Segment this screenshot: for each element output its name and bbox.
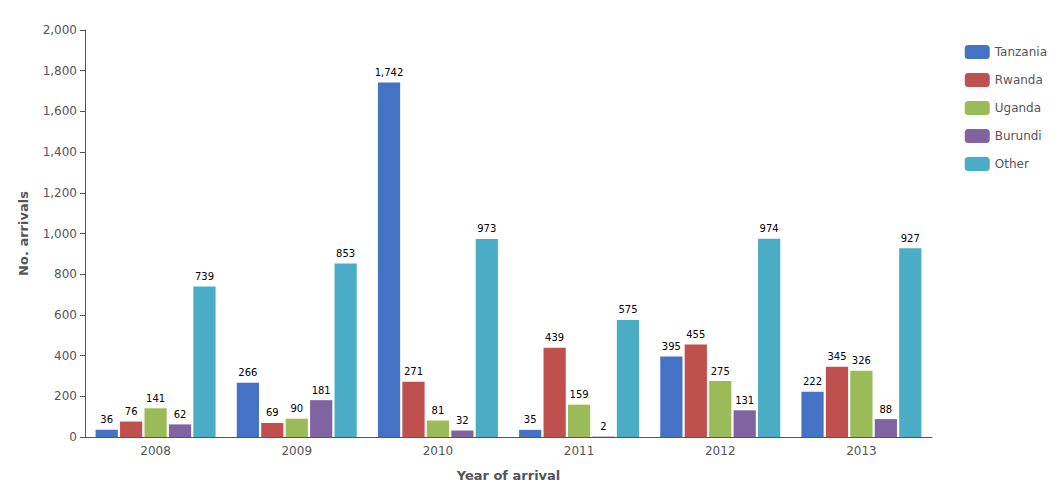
svg-text:1,600: 1,600 [43,104,77,118]
svg-text:266: 266 [238,367,257,378]
svg-text:1,400: 1,400 [43,145,77,159]
svg-text:222: 222 [803,376,822,387]
svg-text:1,200: 1,200 [43,186,77,200]
svg-text:Uganda: Uganda [995,101,1041,115]
svg-text:181: 181 [312,385,331,396]
svg-text:0: 0 [69,430,77,444]
svg-text:81: 81 [432,405,445,416]
svg-text:62: 62 [174,409,187,420]
svg-text:439: 439 [545,332,564,343]
svg-text:Year of arrival: Year of arrival [456,468,561,483]
svg-text:Other: Other [995,157,1029,171]
svg-text:Burundi: Burundi [995,129,1042,143]
svg-text:69: 69 [266,407,279,418]
svg-text:141: 141 [146,393,165,404]
svg-text:853: 853 [336,248,355,259]
svg-text:32: 32 [456,415,469,426]
svg-text:326: 326 [852,355,871,366]
svg-text:345: 345 [827,351,846,362]
svg-text:Rwanda: Rwanda [995,73,1043,87]
svg-text:76: 76 [125,406,138,417]
svg-text:395: 395 [662,341,681,352]
svg-text:131: 131 [735,395,754,406]
svg-text:1,800: 1,800 [43,64,77,78]
svg-text:1,742: 1,742 [375,67,404,78]
svg-text:2008: 2008 [140,444,171,458]
svg-text:No. arrivals: No. arrivals [16,191,31,276]
svg-text:36: 36 [100,414,113,425]
svg-text:455: 455 [686,329,705,340]
svg-text:400: 400 [54,349,77,363]
svg-text:2010: 2010 [423,444,454,458]
svg-text:200: 200 [54,389,77,403]
svg-text:800: 800 [54,267,77,281]
svg-text:Tanzania: Tanzania [994,45,1047,59]
svg-text:2013: 2013 [846,444,877,458]
svg-text:2012: 2012 [705,444,736,458]
svg-text:2,000: 2,000 [43,23,77,37]
svg-text:159: 159 [570,389,589,400]
svg-text:739: 739 [195,271,214,282]
svg-text:1,000: 1,000 [43,227,77,241]
svg-text:271: 271 [404,366,423,377]
svg-text:35: 35 [524,414,537,425]
svg-text:90: 90 [290,403,303,414]
svg-text:2: 2 [600,421,606,432]
svg-text:275: 275 [711,366,730,377]
svg-text:927: 927 [901,233,920,244]
svg-text:88: 88 [879,404,892,415]
svg-text:973: 973 [477,223,496,234]
svg-text:600: 600 [54,308,77,322]
svg-text:2011: 2011 [564,444,595,458]
svg-text:575: 575 [618,304,637,315]
svg-text:974: 974 [760,223,779,234]
svg-text:2009: 2009 [281,444,312,458]
